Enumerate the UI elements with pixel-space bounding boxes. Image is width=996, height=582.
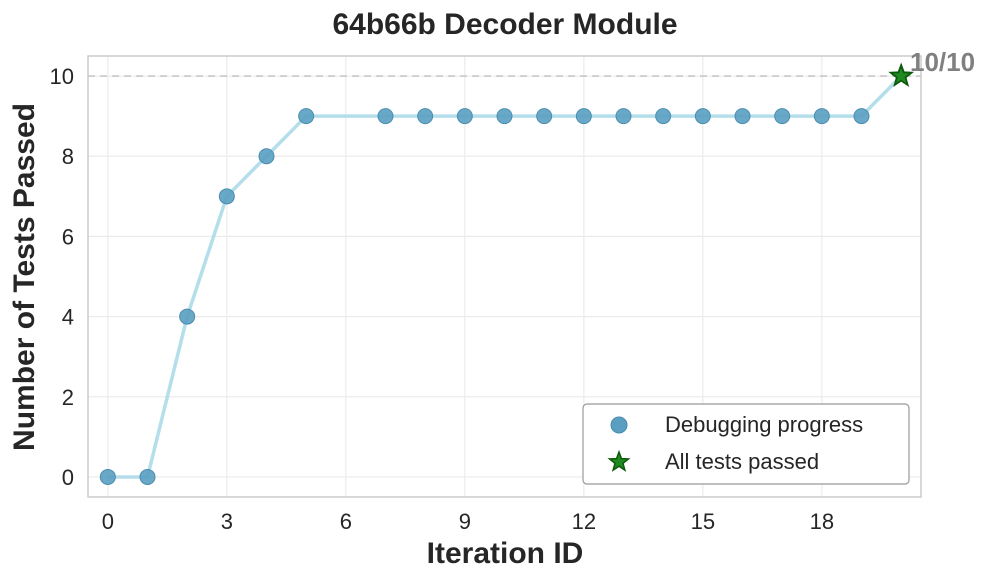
- data-point: [615, 108, 632, 125]
- legend: Debugging progress All tests passed: [582, 403, 910, 485]
- data-point: [298, 108, 315, 125]
- x-tick-label: 6: [340, 509, 352, 534]
- legend-label-debugging: Debugging progress: [665, 412, 863, 437]
- data-point: [99, 468, 116, 485]
- data-point: [496, 108, 513, 125]
- legend-label-all-passed: All tests passed: [665, 449, 819, 474]
- data-point: [655, 108, 672, 125]
- star-point: [888, 62, 915, 88]
- legend-box: [582, 403, 910, 485]
- plot-frame: [87, 55, 922, 498]
- data-point: [218, 188, 235, 205]
- legend-marker-star: [607, 449, 631, 472]
- y-ticks: 0 2 4 6 8 10: [50, 64, 74, 490]
- y-tick-label: 8: [62, 144, 74, 169]
- x-tick-label: 18: [810, 509, 834, 534]
- y-tick-label: 0: [62, 465, 74, 490]
- data-point: [853, 108, 870, 125]
- markers-group: [99, 62, 915, 485]
- data-point: [139, 468, 156, 485]
- data-point: [179, 308, 196, 325]
- x-tick-label: 3: [221, 509, 233, 534]
- x-tick-label: 15: [691, 509, 715, 534]
- legend-marker-debugging: [610, 416, 628, 434]
- data-point: [813, 108, 830, 125]
- data-point: [456, 108, 473, 125]
- chart-title: 64b66b Decoder Module: [332, 8, 677, 41]
- data-point: [774, 108, 791, 125]
- data-point: [377, 108, 394, 125]
- y-axis-label: Number of Tests Passed: [8, 103, 41, 451]
- data-point: [694, 108, 711, 125]
- data-point: [734, 108, 751, 125]
- y-tick-label: 6: [62, 224, 74, 249]
- data-point: [417, 108, 434, 125]
- data-point: [258, 148, 275, 165]
- y-tick-label: 4: [62, 305, 74, 330]
- x-axis-label: Iteration ID: [427, 537, 584, 570]
- x-tick-label: 0: [102, 509, 114, 534]
- final-annotation: 10/10: [910, 47, 975, 77]
- data-point: [575, 108, 592, 125]
- x-ticks: 0 3 6 9 12 15 18: [102, 509, 834, 534]
- y-tick-label: 10: [50, 64, 74, 89]
- y-tick-label: 2: [62, 385, 74, 410]
- x-tick-label: 9: [459, 509, 471, 534]
- data-point: [536, 108, 553, 125]
- grid: [88, 56, 921, 497]
- x-tick-label: 12: [572, 509, 596, 534]
